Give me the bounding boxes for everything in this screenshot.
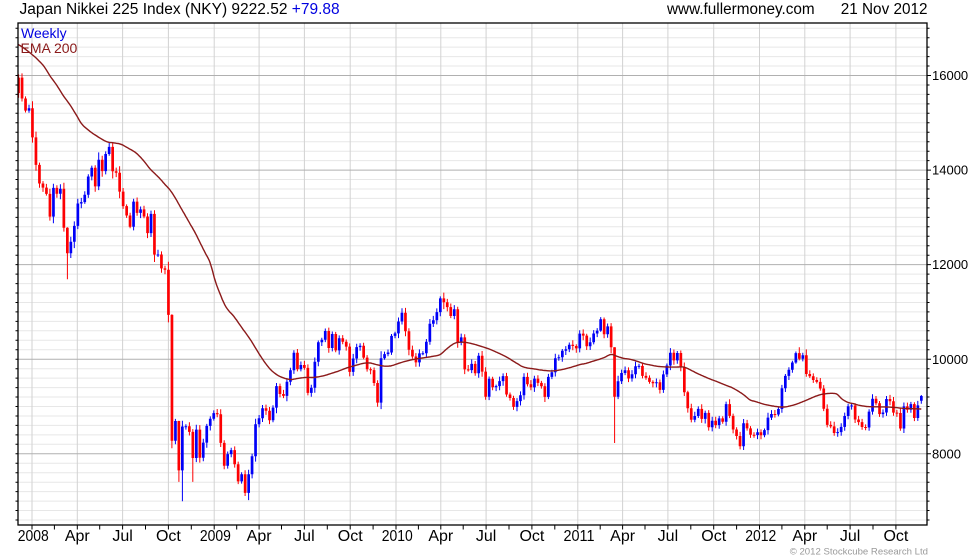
svg-text:Oct: Oct xyxy=(338,528,363,545)
svg-text:© 2012 Stockcube Research Ltd: © 2012 Stockcube Research Ltd xyxy=(790,547,928,558)
svg-text:Jul: Jul xyxy=(476,528,496,545)
svg-text:Oct: Oct xyxy=(701,528,726,545)
svg-text:Oct: Oct xyxy=(156,528,181,545)
svg-text:21 Nov 2012: 21 Nov 2012 xyxy=(841,1,928,18)
svg-text:Apr: Apr xyxy=(610,528,636,545)
svg-text:Oct: Oct xyxy=(883,528,908,545)
svg-text:Apr: Apr xyxy=(428,528,454,545)
svg-text:2010: 2010 xyxy=(382,528,413,545)
svg-text:www.fullermoney.com: www.fullermoney.com xyxy=(666,1,815,18)
svg-text:EMA 200: EMA 200 xyxy=(21,40,78,56)
svg-text:10000: 10000 xyxy=(932,352,968,367)
svg-text:16000: 16000 xyxy=(932,68,968,83)
svg-text:Jul: Jul xyxy=(658,528,678,545)
svg-text:Apr: Apr xyxy=(247,528,273,545)
svg-text:2008: 2008 xyxy=(18,528,49,545)
svg-text:Jul: Jul xyxy=(840,528,860,545)
svg-text:Apr: Apr xyxy=(792,528,818,545)
svg-text:14000: 14000 xyxy=(932,163,968,178)
svg-text:8000: 8000 xyxy=(932,446,961,461)
svg-text:Weekly: Weekly xyxy=(21,25,67,41)
svg-text:Apr: Apr xyxy=(65,528,91,545)
svg-text:2012: 2012 xyxy=(745,528,776,545)
svg-text:Jul: Jul xyxy=(112,528,132,545)
svg-text:Jul: Jul xyxy=(294,528,314,545)
svg-text:2009: 2009 xyxy=(200,528,231,545)
svg-text:Oct: Oct xyxy=(519,528,544,545)
svg-text:12000: 12000 xyxy=(932,257,968,272)
svg-text:2011: 2011 xyxy=(564,528,595,545)
svg-text:Japan Nikkei 225 Index (NKY) 9: Japan Nikkei 225 Index (NKY) 9222.52 +79… xyxy=(20,1,340,18)
